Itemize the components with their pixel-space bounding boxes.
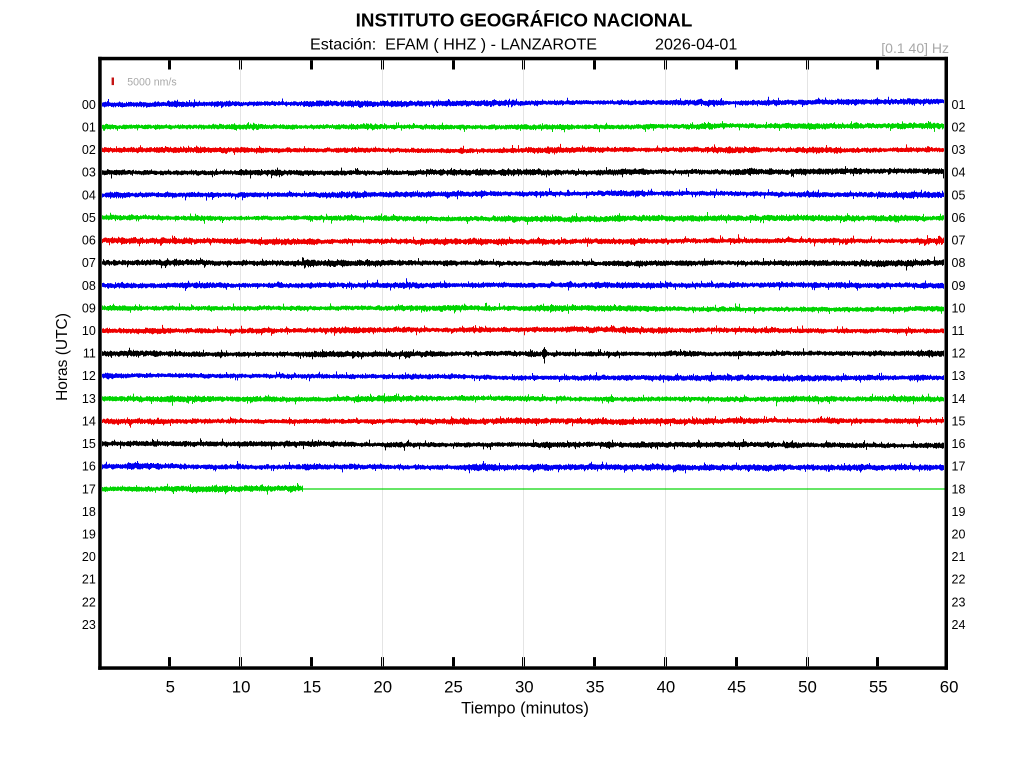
svg-text:Horas (UTC): Horas (UTC) [54, 313, 71, 401]
svg-text:10: 10 [952, 301, 966, 315]
svg-text:20: 20 [952, 528, 966, 542]
svg-text:16: 16 [952, 437, 966, 451]
svg-text:Estación: EFAM ( HHZ ) - LANZ: Estación: EFAM ( HHZ ) - LANZAROTE [310, 36, 597, 54]
svg-text:08: 08 [82, 279, 96, 293]
svg-text:09: 09 [82, 301, 96, 315]
svg-text:19: 19 [952, 505, 966, 519]
svg-text:45: 45 [727, 677, 746, 696]
svg-text:05: 05 [82, 211, 96, 225]
svg-text:23: 23 [82, 618, 96, 632]
svg-text:07: 07 [952, 234, 966, 248]
svg-text:15: 15 [82, 437, 96, 451]
svg-text:30: 30 [515, 677, 534, 696]
svg-text:16: 16 [82, 460, 96, 474]
svg-text:12: 12 [952, 347, 966, 361]
svg-text:60: 60 [940, 677, 959, 696]
svg-text:40: 40 [657, 677, 676, 696]
svg-text:22: 22 [82, 595, 96, 609]
svg-text:06: 06 [952, 211, 966, 225]
svg-text:03: 03 [952, 143, 966, 157]
svg-text:25: 25 [444, 677, 463, 696]
svg-text:35: 35 [586, 677, 605, 696]
svg-text:INSTITUTO GEOGRÁFICO NACIONAL: INSTITUTO GEOGRÁFICO NACIONAL [356, 9, 693, 30]
svg-text:04: 04 [82, 188, 96, 202]
svg-text:01: 01 [952, 98, 966, 112]
svg-text:19: 19 [82, 528, 96, 542]
svg-text:5: 5 [166, 677, 175, 696]
svg-text:2026-04-01: 2026-04-01 [655, 36, 737, 54]
svg-text:17: 17 [952, 460, 966, 474]
svg-text:05: 05 [952, 188, 966, 202]
svg-text:14: 14 [952, 392, 966, 406]
svg-text:10: 10 [82, 324, 96, 338]
svg-text:20: 20 [82, 550, 96, 564]
svg-text:21: 21 [82, 573, 96, 587]
svg-text:08: 08 [952, 256, 966, 270]
svg-text:50: 50 [798, 677, 817, 696]
svg-text:12: 12 [82, 369, 96, 383]
svg-text:14: 14 [82, 414, 96, 428]
svg-text:[0.1 40] Hz: [0.1 40] Hz [881, 40, 949, 56]
svg-text:04: 04 [952, 166, 966, 180]
svg-text:00: 00 [82, 98, 96, 112]
svg-text:13: 13 [952, 369, 966, 383]
svg-text:11: 11 [83, 347, 96, 361]
svg-text:02: 02 [952, 121, 966, 135]
svg-text:Tiempo (minutos): Tiempo (minutos) [461, 700, 589, 718]
svg-text:21: 21 [952, 550, 966, 564]
svg-text:55: 55 [869, 677, 888, 696]
svg-text:11: 11 [952, 324, 965, 338]
svg-text:5000 nm/s: 5000 nm/s [127, 77, 176, 89]
svg-text:18: 18 [952, 482, 966, 496]
svg-text:03: 03 [82, 166, 96, 180]
svg-text:07: 07 [82, 256, 96, 270]
svg-text:10: 10 [232, 677, 251, 696]
svg-text:02: 02 [82, 143, 96, 157]
svg-text:01: 01 [82, 121, 96, 135]
svg-text:24: 24 [952, 618, 966, 632]
svg-text:18: 18 [82, 505, 96, 519]
svg-text:15: 15 [303, 677, 322, 696]
svg-text:13: 13 [82, 392, 96, 406]
svg-text:15: 15 [952, 414, 966, 428]
svg-text:09: 09 [952, 279, 966, 293]
svg-text:22: 22 [952, 573, 966, 587]
svg-text:17: 17 [82, 482, 96, 496]
svg-text:20: 20 [373, 677, 392, 696]
svg-text:06: 06 [82, 234, 96, 248]
svg-text:23: 23 [952, 595, 966, 609]
